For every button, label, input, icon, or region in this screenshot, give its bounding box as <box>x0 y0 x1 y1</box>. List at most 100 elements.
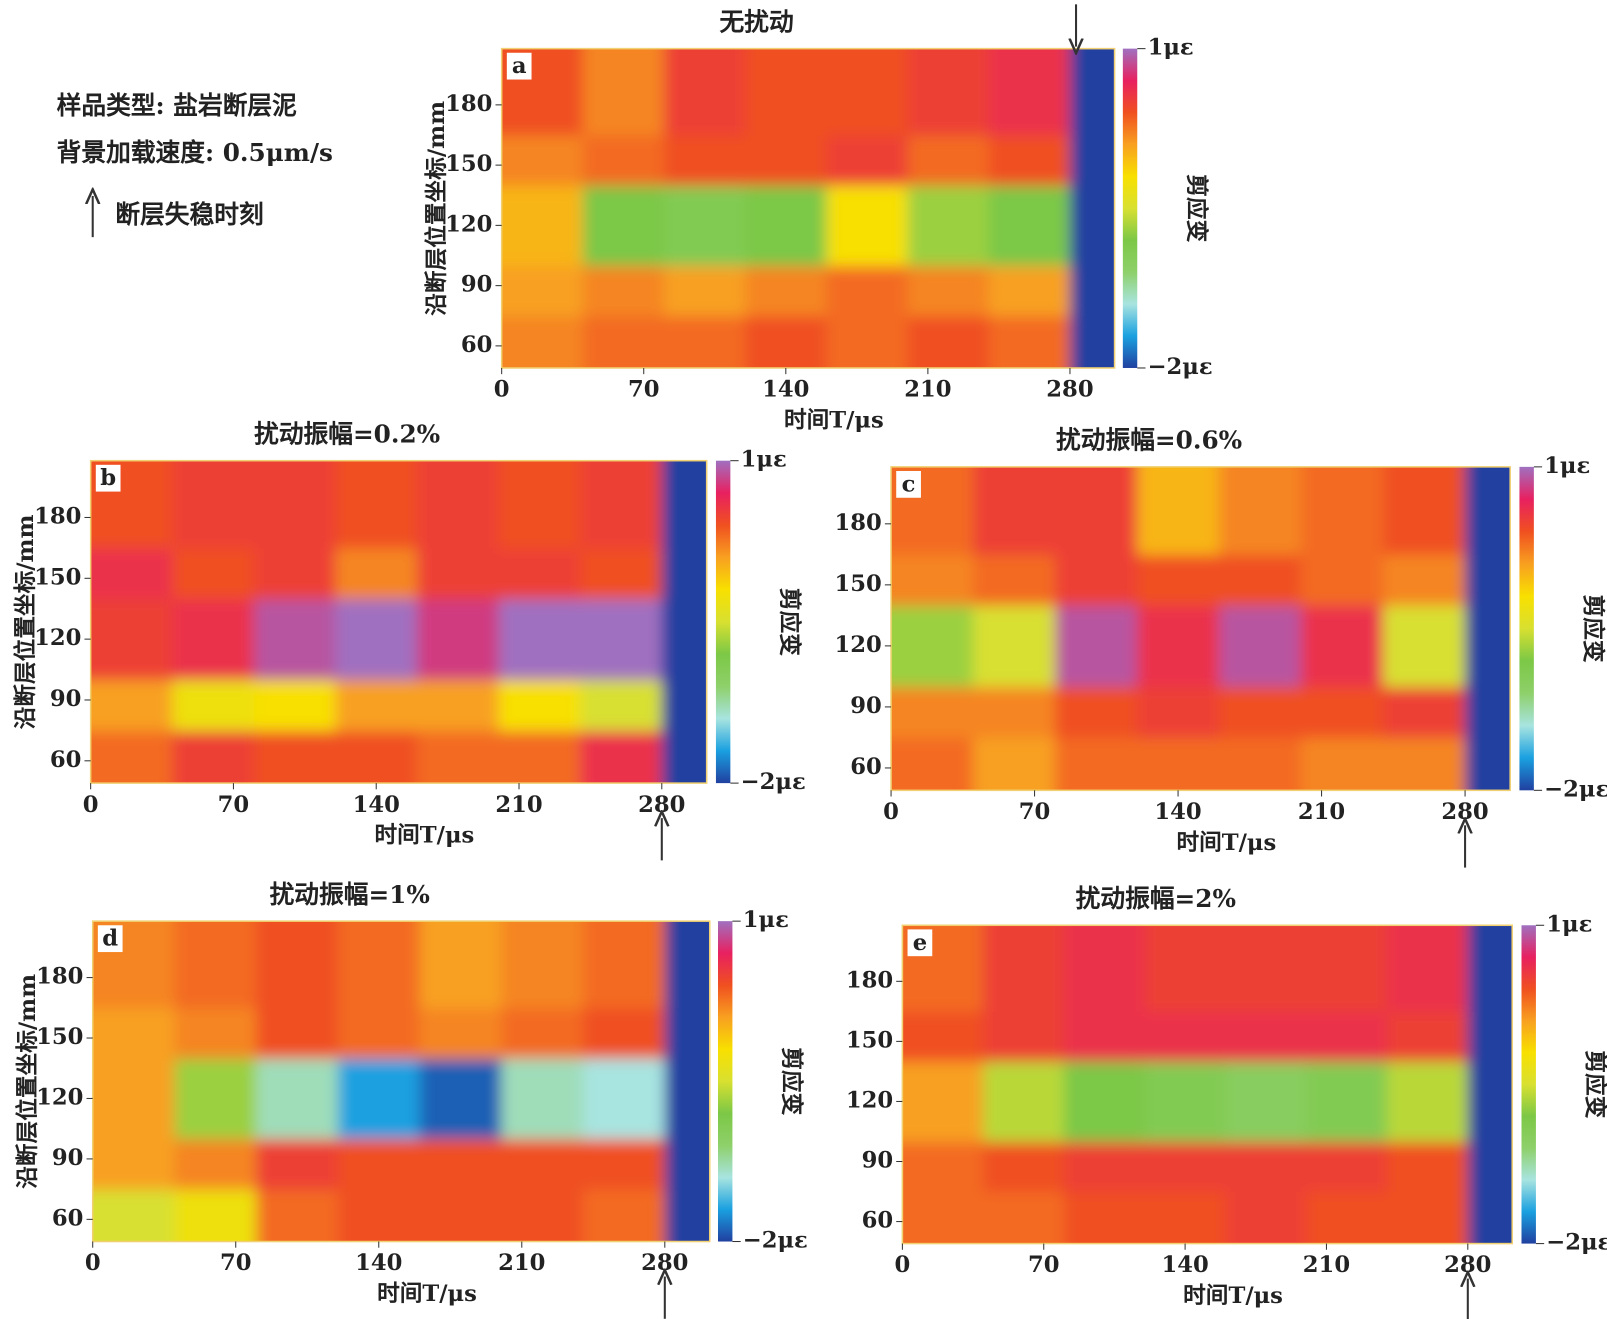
x-tick-label: 140 <box>1161 1252 1208 1278</box>
heat-cell <box>1387 1011 1469 1062</box>
heat-cell <box>1301 554 1384 606</box>
heat-cell <box>1219 554 1302 606</box>
heat-cell <box>1467 925 1513 1012</box>
heat-cell <box>256 921 339 1009</box>
y-tick-label: 120 <box>36 1084 83 1110</box>
x-tick-label: 280 <box>1046 377 1093 403</box>
y-tick-label: 150 <box>834 571 881 597</box>
x-axis-label: 时间T/μs <box>1183 1283 1283 1309</box>
colorbar-tick-label: 1με <box>741 447 787 473</box>
heat-cell <box>1144 925 1226 1012</box>
y-axis-label: 沿断层位置坐标/mm <box>12 514 39 729</box>
heat-cell <box>907 185 990 267</box>
panel-letter: c <box>902 471 916 497</box>
heat-cell <box>253 460 336 549</box>
x-tick-label: 210 <box>1298 799 1345 825</box>
heat-cell <box>1383 737 1466 791</box>
plot-frame <box>890 466 1511 792</box>
y-tick-label: 150 <box>36 1024 83 1050</box>
plot-frame <box>500 47 1116 369</box>
heat-cell <box>253 547 336 600</box>
heat-cell <box>973 737 1056 791</box>
heat-cell <box>582 48 665 136</box>
heatmap-cells <box>501 48 1115 368</box>
heat-cell <box>664 134 746 186</box>
heat-cell <box>419 1138 502 1190</box>
colorbar-tick-label: 1με <box>1546 911 1592 937</box>
heat-cell <box>983 1191 1065 1244</box>
heat-cell <box>92 1189 175 1242</box>
x-axis-label: 时间T/μs <box>784 408 884 434</box>
heat-cell <box>583 1058 666 1140</box>
heat-cell <box>337 1138 421 1190</box>
heat-cell <box>1465 686 1511 738</box>
heat-cell <box>90 547 173 600</box>
heat-cell <box>826 134 909 186</box>
x-tick-label: 70 <box>218 792 250 818</box>
heat-cell <box>417 460 500 549</box>
heat-cell <box>1219 605 1302 688</box>
heat-cell <box>1069 185 1115 267</box>
heat-cell <box>172 679 255 731</box>
heat-cell <box>1465 466 1511 555</box>
heat-cell <box>174 1058 257 1140</box>
heat-cell <box>417 547 500 600</box>
heat-cell <box>664 315 746 368</box>
colorbar <box>1122 48 1138 368</box>
heat-cell <box>1467 1011 1513 1062</box>
heat-cell <box>583 1138 666 1190</box>
heat-cell <box>580 730 663 784</box>
legend-sample: 样品类型: 盐岩断层泥 <box>57 91 297 120</box>
y-axis-label: 沿断层位置坐标/mm <box>423 101 450 316</box>
heat-cell <box>1306 1011 1388 1062</box>
panel-letter-box <box>907 929 933 957</box>
colorbar-label: 剪应变 <box>778 1047 805 1115</box>
heat-cell <box>1069 134 1115 186</box>
heat-cell <box>1219 737 1302 791</box>
y-tick-label: 90 <box>50 686 82 712</box>
x-tick-label: 0 <box>85 1250 101 1276</box>
y-tick-label: 120 <box>846 1087 893 1113</box>
heat-cell <box>1467 1061 1513 1142</box>
colorbar <box>1519 466 1534 791</box>
panel-title: 扰动振幅=0.6% <box>1056 426 1242 455</box>
colorbar <box>715 460 731 784</box>
heat-cell <box>1055 554 1138 606</box>
x-axis-label: 时间T/μs <box>377 1281 477 1307</box>
x-tick-label: 210 <box>904 377 951 403</box>
heat-cell <box>417 679 500 731</box>
y-tick-label: 180 <box>846 967 893 993</box>
heat-cell <box>1055 605 1138 688</box>
heat-cell <box>1069 265 1115 317</box>
heat-cell <box>973 554 1056 606</box>
heat-cell <box>253 730 336 784</box>
colorbar-label: 剪应变 <box>1183 174 1210 242</box>
heat-cell <box>419 1058 502 1140</box>
heat-cell <box>1306 1061 1388 1142</box>
heat-cell <box>745 134 827 186</box>
heat-cell <box>1055 466 1138 555</box>
heat-cell <box>501 1007 584 1059</box>
y-tick-label: 150 <box>445 151 492 177</box>
heat-cell <box>256 1189 339 1242</box>
panel-title: 无扰动 <box>720 7 794 36</box>
colorbar-tick-label: 1με <box>1544 453 1590 479</box>
heat-cell <box>583 1189 666 1242</box>
heat-cell <box>1055 737 1138 791</box>
x-tick-label: 210 <box>495 792 542 818</box>
heat-cell <box>907 134 990 186</box>
heat-cell <box>1069 48 1115 136</box>
x-tick-label: 280 <box>1441 799 1488 825</box>
heat-cell <box>1383 466 1466 555</box>
panel-title: 扰动振幅=2% <box>1076 884 1236 913</box>
heat-cell <box>1387 1191 1469 1244</box>
heat-cell <box>1137 605 1220 688</box>
y-tick-label: 90 <box>862 1148 894 1174</box>
heat-cell <box>501 265 584 317</box>
heatmap <box>501 48 1115 368</box>
heat-cell <box>983 1011 1065 1062</box>
heat-cell <box>661 679 707 731</box>
legend-arrow-label: 断层失稳时刻 <box>115 200 263 229</box>
heat-cell <box>1467 1141 1513 1193</box>
